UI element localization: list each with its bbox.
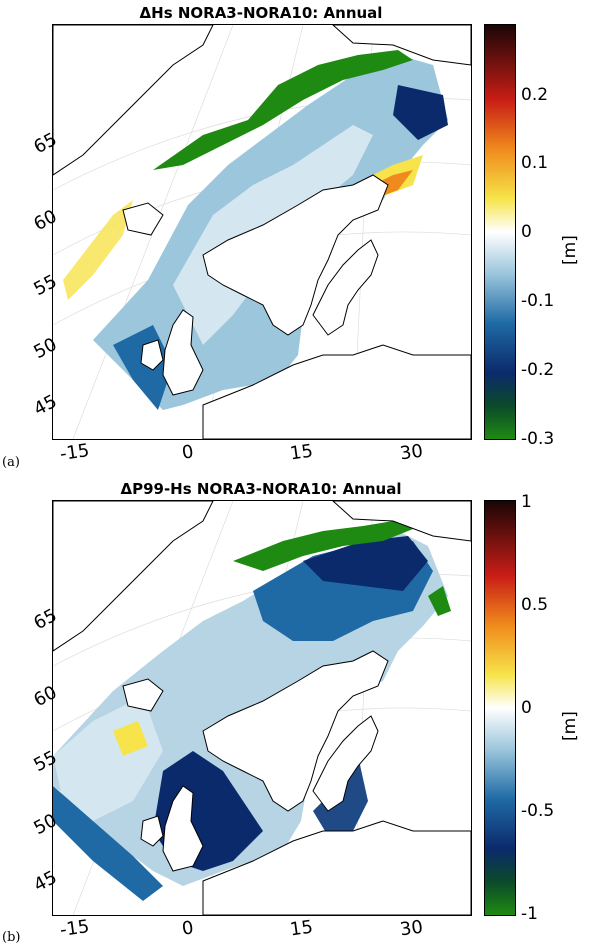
svalbard — [332, 25, 471, 66]
colorbar-tick: -0.2 — [521, 360, 555, 380]
colorbar-tick: 0 — [521, 222, 532, 242]
map-title: ΔP99-Hs NORA3-NORA10: Annual — [120, 480, 402, 498]
finland — [312, 239, 379, 336]
greenland — [53, 501, 214, 652]
colorbar-tick: -0.5 — [521, 801, 555, 821]
coastal-band — [233, 521, 413, 571]
britain — [162, 785, 204, 872]
lon-label-15: 15 — [288, 916, 315, 941]
field-sw — [53, 786, 163, 901]
coastal-band — [153, 50, 413, 170]
colorbar-unit: [m] — [560, 235, 580, 265]
lon-label-15: 15 — [288, 440, 315, 465]
field-positive — [113, 721, 148, 756]
map-area — [52, 24, 472, 440]
iceland — [122, 202, 164, 236]
colorbar — [484, 24, 516, 440]
scandinavia — [202, 650, 389, 812]
lon-label-m15: -15 — [58, 440, 91, 465]
map-svg — [53, 501, 471, 915]
colorbar-tick: 1 — [521, 492, 532, 512]
britain — [162, 309, 204, 396]
panel-label: (a) — [2, 455, 20, 470]
panel-a: ΔHs NORA3-NORA10: Annual — [0, 0, 598, 470]
continent — [202, 344, 471, 439]
panel-b: ΔP99-Hs NORA3-NORA10: Annual — [0, 476, 598, 946]
iceland — [122, 678, 164, 712]
scandinavia — [202, 174, 389, 336]
field-ne — [303, 536, 428, 591]
ireland — [140, 339, 164, 371]
lon-label-m15: -15 — [58, 916, 91, 941]
colorbar-tick: -1 — [521, 904, 538, 924]
colorbar-tick: 0.5 — [521, 595, 549, 615]
colorbar-tick: -0.3 — [521, 429, 555, 449]
colorbar-tick: 0.2 — [521, 85, 549, 105]
lon-label-0: 0 — [180, 917, 195, 940]
svalbard — [332, 501, 471, 542]
colorbar-tick: 0 — [521, 698, 532, 718]
coastal-band-east — [428, 586, 451, 616]
land — [53, 25, 471, 439]
panel-label: (b) — [2, 930, 21, 945]
finland — [312, 715, 379, 812]
colorbar-tick: 0.1 — [521, 153, 549, 173]
field-west — [63, 200, 133, 300]
greenland — [53, 25, 214, 176]
lon-label-0: 0 — [180, 441, 195, 464]
lon-label-30: 30 — [398, 916, 425, 941]
field-ne — [393, 85, 448, 140]
map-svg — [53, 25, 471, 439]
land — [53, 501, 471, 915]
colorbar-tick: -0.1 — [521, 291, 555, 311]
colorbar — [484, 500, 516, 916]
map-area — [52, 500, 472, 916]
lon-label-30: 30 — [398, 440, 425, 465]
ireland — [140, 815, 164, 847]
map-title: ΔHs NORA3-NORA10: Annual — [139, 4, 383, 22]
continent — [202, 820, 471, 915]
colorbar-unit: [m] — [560, 711, 580, 741]
